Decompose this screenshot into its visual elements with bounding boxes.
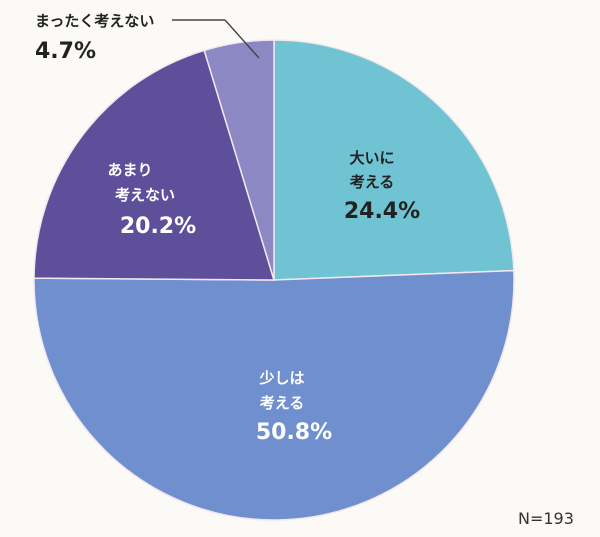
- sample-size-note: N=193: [518, 509, 574, 528]
- slice-label-line: 大いに: [349, 149, 394, 167]
- slice-value-label: 20.2%: [120, 214, 196, 239]
- pie-slices: [33, 39, 515, 521]
- slice-label-line: まったく考えない: [35, 12, 154, 30]
- slice-value-label: 50.8%: [256, 420, 332, 445]
- pie-slice-1: [33, 269, 515, 521]
- pie-slice-0: [273, 39, 515, 281]
- slice-label-line: 少しは: [258, 369, 304, 387]
- pie-slice-3: [203, 39, 275, 281]
- pie-slice-2: [33, 49, 276, 281]
- slice-label-line: 考える: [350, 173, 395, 191]
- slice-value-label: 4.7%: [35, 39, 96, 64]
- slice-label-line: 考えない: [115, 186, 175, 204]
- slice-label-line: あまり: [107, 161, 152, 179]
- leader-line-elbow: [224, 19, 260, 59]
- slice-label-line: 考える: [260, 394, 305, 412]
- slice-value-label: 24.4%: [344, 199, 420, 224]
